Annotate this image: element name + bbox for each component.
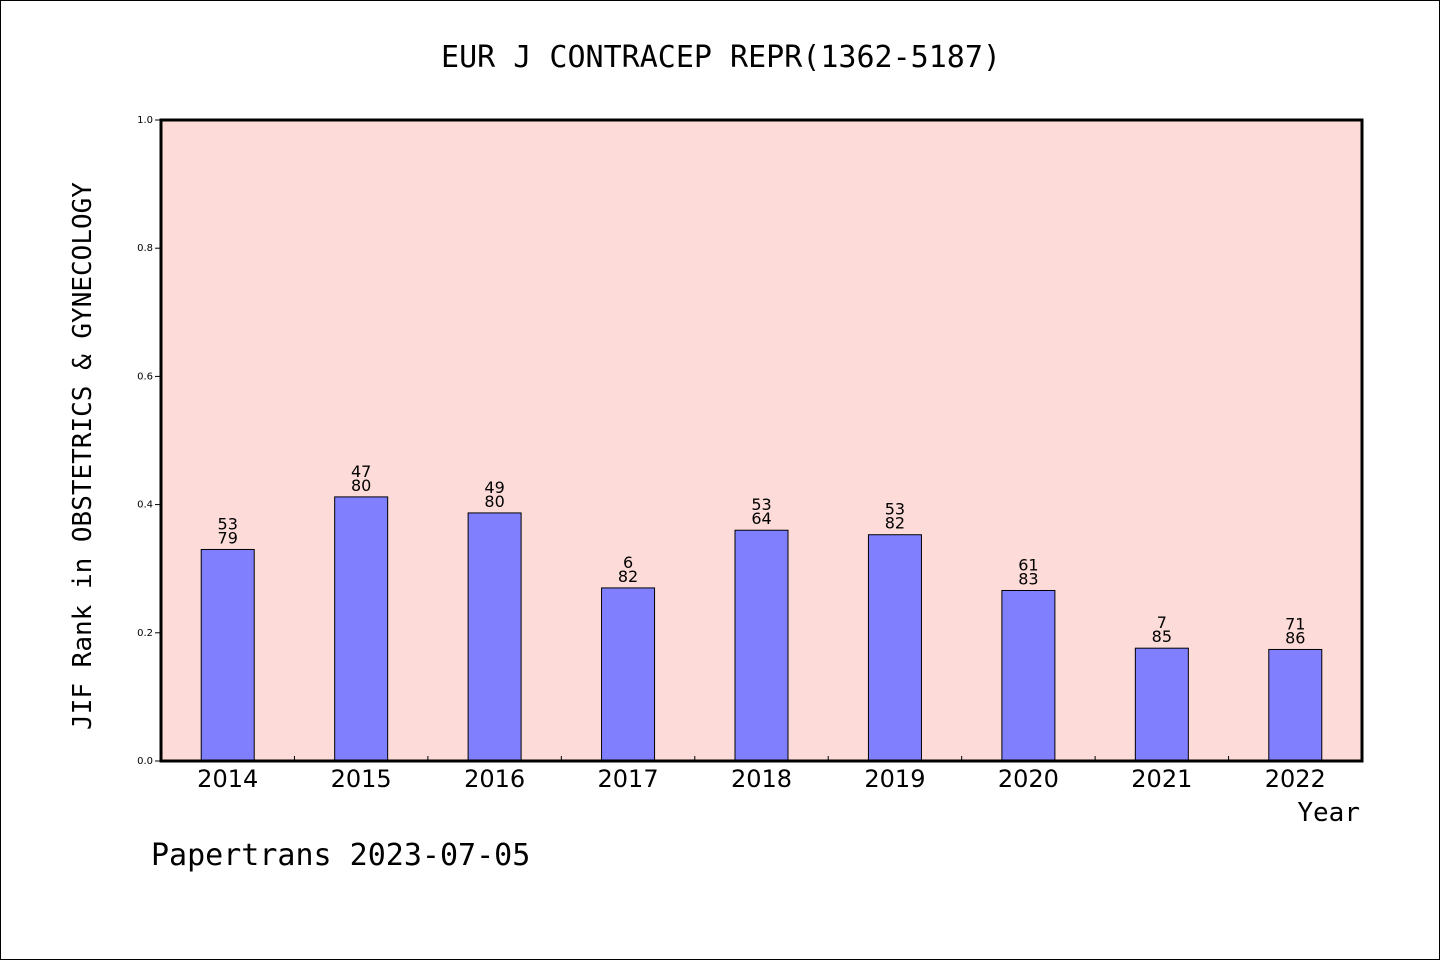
bar-label-top-2019: 53 xyxy=(885,500,905,519)
bar-label-bottom-2017: 82 xyxy=(618,567,638,586)
y-tick-label: 0.6 xyxy=(137,371,153,382)
bar-label-top-2014: 53 xyxy=(218,514,238,533)
footer-text: Papertrans 2023-07-05 xyxy=(151,838,530,873)
y-tick-label: 0.4 xyxy=(137,500,153,511)
y-axis-label: JIF Rank in OBSTETRICS & GYNECOLOGY xyxy=(68,182,98,730)
plot-border xyxy=(159,118,1364,763)
x-tick-label-2020: 2020 xyxy=(998,765,1059,793)
x-tick-label-2021: 2021 xyxy=(1131,765,1192,793)
bar-label-top-2020: 61 xyxy=(1018,555,1038,574)
x-tick-label-2019: 2019 xyxy=(864,765,925,793)
bar-label-bottom-2016: 80 xyxy=(484,492,504,511)
x-tick-label-2016: 2016 xyxy=(464,765,525,793)
bar-label-bottom-2021: 85 xyxy=(1152,627,1172,646)
bar-2021 xyxy=(1134,647,1189,762)
bar-label-top-2022: 71 xyxy=(1285,614,1305,633)
bar-2019 xyxy=(867,534,922,762)
chart-title: EUR J CONTRACEP REPR(1362-5187) xyxy=(441,40,1001,75)
bar-2017 xyxy=(601,587,656,762)
bar-label-bottom-2018: 64 xyxy=(751,509,771,528)
bar-2022 xyxy=(1268,648,1323,762)
bar-2015 xyxy=(334,496,389,762)
y-tick-label: 1.0 xyxy=(137,115,153,126)
bar-label-bottom-2019: 82 xyxy=(885,514,905,533)
bar-label-top-2015: 47 xyxy=(351,462,371,481)
y-tick-label: 0.0 xyxy=(137,756,153,767)
x-tick-label-2014: 2014 xyxy=(197,765,258,793)
bar-label-top-2018: 53 xyxy=(751,495,771,514)
x-tick-label-2022: 2022 xyxy=(1265,765,1326,793)
x-tick-label-2017: 2017 xyxy=(598,765,659,793)
bar-label-bottom-2014: 79 xyxy=(218,528,238,547)
y-tick-label: 0.2 xyxy=(137,628,153,639)
bar-2016 xyxy=(467,512,522,762)
bar-2018 xyxy=(734,529,789,762)
x-axis-label: Year xyxy=(1297,798,1360,828)
bar-label-bottom-2020: 83 xyxy=(1018,569,1038,588)
bar-label-top-2021: 7 xyxy=(1157,613,1167,632)
bar-label-bottom-2015: 80 xyxy=(351,476,371,495)
bar-label-top-2016: 49 xyxy=(484,478,504,497)
x-tick-label-2018: 2018 xyxy=(731,765,792,793)
y-tick-label: 0.8 xyxy=(137,243,153,254)
bar-label-bottom-2022: 86 xyxy=(1285,628,1305,647)
x-tick-label-2015: 2015 xyxy=(331,765,392,793)
bar-label-top-2017: 6 xyxy=(623,553,633,572)
bar-2020 xyxy=(1001,589,1056,762)
bar-2014 xyxy=(200,548,255,762)
